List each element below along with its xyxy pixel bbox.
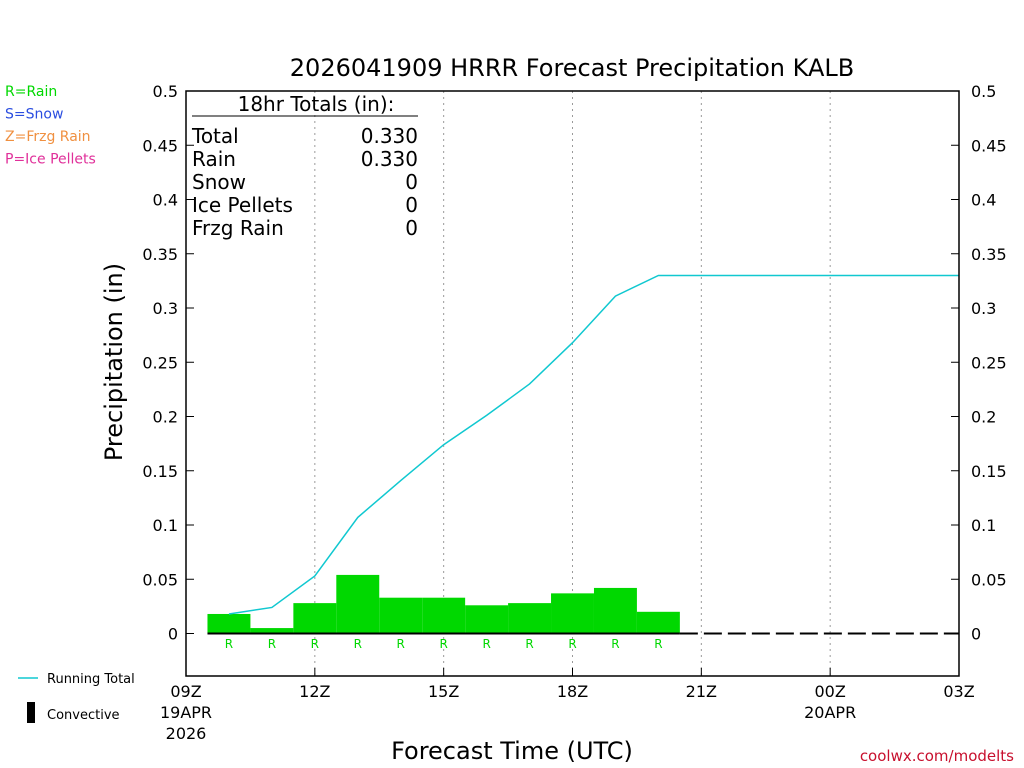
precip-bar [250,628,294,634]
x-tick-label: 00Z [815,682,846,701]
precip-type-label: R [439,637,447,651]
y-tick-label-right: 0.45 [971,136,1007,155]
y-tick-label-right: 0.1 [971,516,996,535]
precip-bar [636,611,680,634]
precip-bar [465,605,509,634]
y-tick-label-left: 0.15 [142,462,178,481]
precip-bar [551,593,594,634]
y-tick-label-left: 0.35 [142,245,178,264]
totals-row-value: 0.330 [361,147,418,171]
x-tick-label: 12Z [299,682,330,701]
totals-box: 18hr Totals (in): Total 0.330 Rain 0.330 Snow… [191,92,418,240]
totals-header: 18hr Totals (in): [238,92,395,116]
precip-type-label: R [354,637,362,651]
x-tick-label: 18Z [557,682,588,701]
precip-type-legend: R=Rain S=Snow Z=Frzg Rain P=Ice Pellets [5,84,96,168]
running-total-series [228,274,959,615]
y-tick-label-right: 0.3 [971,299,996,318]
precip-type-legend-item: S=Snow [5,107,63,123]
y-tick-label-right: 0.35 [971,245,1007,264]
totals-row-label: Snow [192,170,246,194]
precip-type-label: R [482,637,490,651]
precip-bar [293,603,337,634]
precip-type-legend-item: R=Rain [5,84,57,100]
y-tick-label-right: 0.2 [971,408,996,427]
precip-type-label: R [654,637,662,651]
x-tick-label: 09Z [170,682,201,701]
precip-bar [422,597,466,634]
precip-bar [379,597,423,634]
totals-row-value: 0.330 [361,124,418,148]
totals-row-label: Total [191,124,239,148]
chart-title: 2026041909 HRRR Forecast Precipitation K… [290,54,854,82]
precip-type-label: R [225,637,233,651]
running-total-legend-label: Running Total [47,672,135,687]
y-tick-label-right: 0.25 [971,353,1007,372]
precip-type-label: R [525,637,533,651]
totals-row-label: Ice Pellets [192,193,293,217]
x-axis-label: Forecast Time (UTC) [391,737,633,765]
convective-legend-label: Convective [47,708,120,723]
y-tick-label-left: 0.25 [142,353,178,372]
series-legend: Running Total Convective [18,672,135,723]
y-tick-label-right: 0.5 [971,82,996,101]
y-tick-label-right: 0 [971,625,981,644]
precip-type-legend-item: P=Ice Pellets [5,152,96,168]
x-tick-year: 2026 [166,724,207,743]
y-tick-label-left: 0.3 [153,299,178,318]
bar-series [207,574,680,634]
running-total-line [228,274,959,615]
precip-bar [336,574,380,634]
convective-swatch [27,702,35,723]
y-tick-label-left: 0.5 [153,82,178,101]
precip-type-legend-item: Z=Frzg Rain [5,129,91,145]
y-tick-label-left: 0.2 [153,408,178,427]
y-tick-label-left: 0.1 [153,516,178,535]
totals-row-value: 0 [405,170,418,194]
totals-row-value: 0 [405,216,418,240]
precip-bar [207,613,251,634]
precip-type-label: R [311,637,319,651]
y-tick-label-left: 0.4 [153,191,178,210]
x-tick-date: 20APR [804,703,856,722]
x-tick-label: 15Z [428,682,459,701]
precip-type-label: R [268,637,276,651]
y-tick-label-left: 0.45 [142,136,178,155]
y-axis-label: Precipitation (in) [100,263,128,461]
y-tick-label-left: 0 [168,625,178,644]
totals-row-value: 0 [405,193,418,217]
totals-row-label: Rain [192,147,236,171]
plot-frame [185,90,960,677]
y-tick-label-right: 0.4 [971,191,996,210]
totals-row-label: Frzg Rain [192,216,284,240]
precip-type-label: R [397,637,405,651]
y-axis-ticks: 0 00.05 0.050.1 0.10.15 0.150.2 0.20.25 0.250.… [142,82,1006,644]
x-tick-label: 03Z [943,682,974,701]
y-tick-label-right: 0.15 [971,462,1007,481]
precip-type-label: R [568,637,576,651]
y-tick-label-right: 0.05 [971,570,1007,589]
x-tick-label: 21Z [686,682,717,701]
x-axis-ticks: 09Z 19APR 2026 12Z 15Z 18Z 21Z 00Z 20APR 03Z [160,668,975,743]
precip-bar [593,587,637,634]
watermark: coolwx.com/modelts [860,747,1014,765]
y-tick-label-left: 0.05 [142,570,178,589]
x-gridlines [314,91,831,676]
x-tick-date: 19APR [160,703,212,722]
precip-type-label: R [611,637,619,651]
precip-bar [508,603,552,634]
